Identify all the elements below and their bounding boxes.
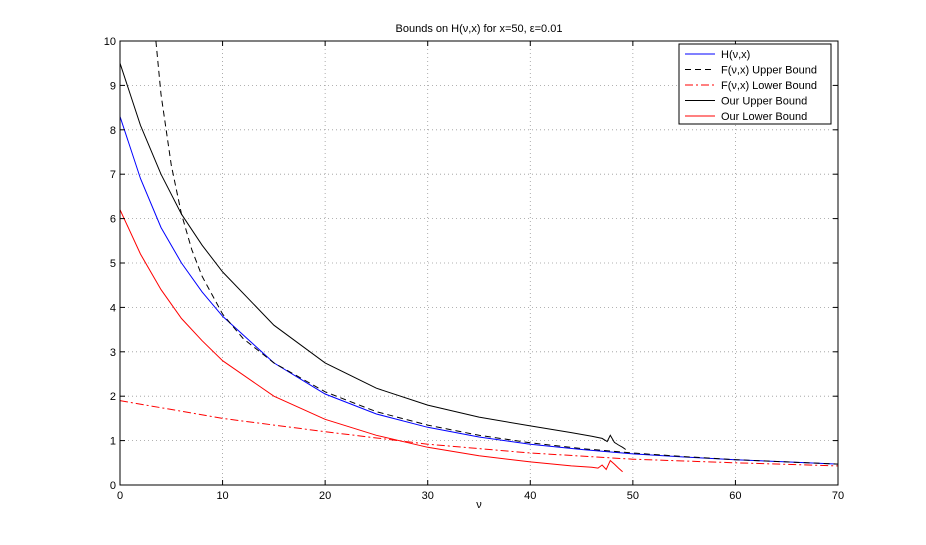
axis-ticks: 0 10 20 30 40 50 60 70 0 1 2 3 4 5 6 7 8 9 10 <box>104 36 844 502</box>
plot-series <box>119 40 839 473</box>
y-tick-label: 2 <box>110 391 116 403</box>
series-line-1 <box>119 116 839 465</box>
y-tick-label: 6 <box>110 214 116 226</box>
legend-label: F(ν,x) Upper Bound <box>721 65 817 77</box>
y-tick-label: 8 <box>110 125 116 137</box>
y-tick-label: 3 <box>110 347 116 359</box>
legend-box <box>678 43 832 125</box>
y-tick-label: 5 <box>110 258 116 270</box>
x-tick-label: 60 <box>729 490 741 502</box>
x-tick-label: 40 <box>524 490 536 502</box>
y-tick-label: 7 <box>110 169 116 181</box>
y-tick-label: 0 <box>110 480 116 492</box>
legend-label: F(ν,x) Lower Bound <box>721 80 817 92</box>
x-tick-label: 10 <box>216 490 228 502</box>
x-tick-label: 50 <box>627 490 639 502</box>
x-tick-label: 0 <box>117 490 123 502</box>
legend-label: H(ν,x) <box>721 49 750 61</box>
legend-label: Our Lower Bound <box>721 111 807 123</box>
legend: H(ν,x) F(ν,x) Upper Bound F(ν,x) Lower Bou… <box>678 43 832 125</box>
series-line-5 <box>119 209 623 473</box>
series-line-4 <box>119 63 626 450</box>
y-tick-label: 1 <box>110 436 116 448</box>
y-tick-label: 9 <box>110 80 116 92</box>
x-tick-label: 30 <box>422 490 434 502</box>
y-tick-label: 4 <box>110 302 116 314</box>
x-tick-label: 20 <box>319 490 331 502</box>
series-line-2 <box>155 40 839 465</box>
x-tick-label: 70 <box>832 490 844 502</box>
chart-title: Bounds on H(ν,x) for x=50, ε=0.01 <box>396 23 563 35</box>
y-tick-label: 10 <box>104 36 116 48</box>
x-axis-label: ν <box>476 499 482 511</box>
legend-label: Our Upper Bound <box>721 96 807 108</box>
